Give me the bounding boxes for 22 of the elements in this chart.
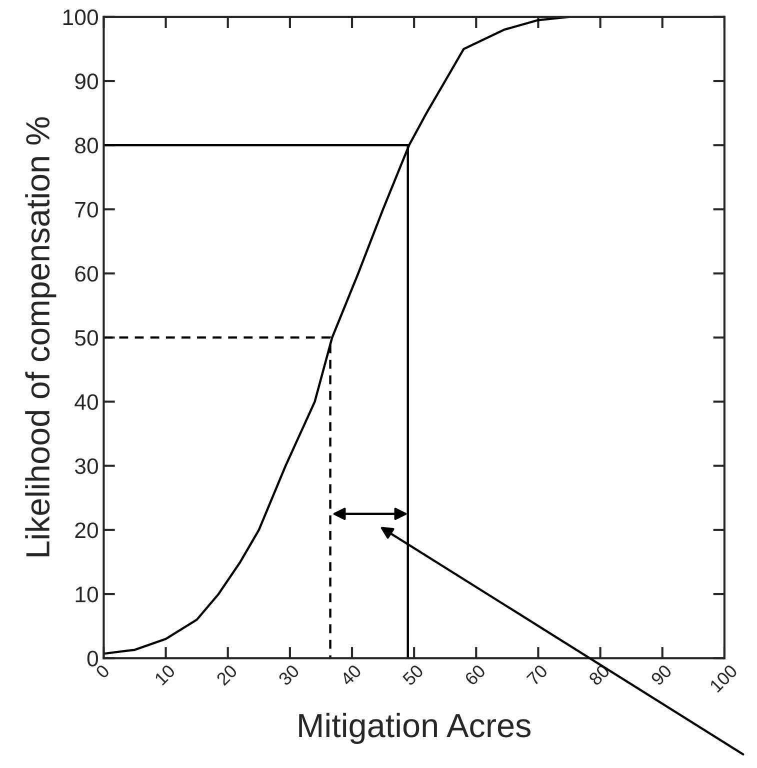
y-tick-label: 0 xyxy=(87,650,98,666)
y-tick-label: 80 xyxy=(75,138,98,154)
y-tick-label: 70 xyxy=(75,202,98,218)
y-axis-title: Likelihood of compensation % xyxy=(25,117,56,556)
y-tick-label: 90 xyxy=(75,74,98,90)
y-tick-label: 100 xyxy=(63,9,98,26)
y-tick-label: 40 xyxy=(74,394,98,410)
y-tick-label: 20 xyxy=(75,522,98,538)
x-tick-label: 100 xyxy=(709,664,738,693)
x-axis-title: Mitigation Acres xyxy=(299,712,531,744)
x-tick-label: 70 xyxy=(526,664,548,686)
x-tick-label: 30 xyxy=(278,664,300,686)
y-tick-label: 30 xyxy=(74,458,98,474)
y-tick-label: 60 xyxy=(75,266,98,282)
y-tick-label: 50 xyxy=(75,330,98,346)
x-tick-label: 10 xyxy=(154,664,176,686)
x-tick-label: 40 xyxy=(340,664,362,686)
x-tick-label: 50 xyxy=(402,664,424,686)
x-tick-label: 90 xyxy=(650,664,672,686)
y-tick-label: 10 xyxy=(76,586,98,602)
x-tick-label: 20 xyxy=(216,664,238,686)
x-tick-label: 60 xyxy=(464,664,486,686)
